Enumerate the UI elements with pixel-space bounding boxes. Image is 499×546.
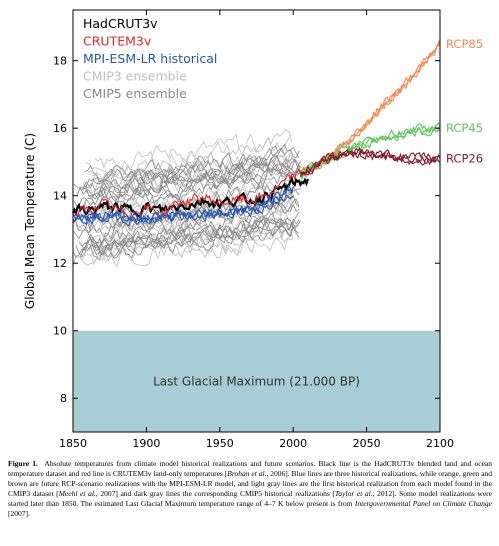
y-tick-label: 10 — [53, 325, 67, 338]
legend-entry: HadCRUT3v — [83, 16, 158, 31]
caption-text-1: Absolute temperatures from climate model… — [8, 459, 493, 478]
lgm-band-label: Last Glacial Maximum (21.000 BP) — [153, 374, 360, 388]
temperature-chart: Last Glacial Maximum (21.000 BP) RCP85 RCP… — [23, 9, 483, 450]
legend-entry: CRUTEM3v — [83, 34, 152, 49]
ensemble-realization — [84, 218, 300, 256]
ensemble-realization — [94, 128, 293, 175]
series-rcp45 — [300, 121, 441, 181]
series-mpi-esm-lr-historical — [72, 184, 294, 227]
ensemble-realization — [77, 157, 301, 196]
ensemble-realization — [84, 143, 300, 183]
plot-frame — [72, 9, 441, 433]
x-tick-label: 1900 — [132, 437, 160, 450]
caption-text-2: , 2006]. Blue lines are three historical… — [8, 469, 493, 498]
rcp-label-rcp85: RCP85 — [446, 37, 483, 51]
caption-text-3: , 2007] and dark gray lines the correspo… — [95, 489, 335, 498]
series-line — [299, 150, 441, 178]
caption-cite-brohan: Brohan et al. — [227, 469, 267, 478]
series-line — [72, 167, 309, 221]
series-line — [300, 146, 441, 177]
x-tick-label: 2000 — [279, 437, 307, 450]
series-line — [72, 186, 294, 226]
ensemble-realization — [89, 209, 292, 251]
series-line — [300, 41, 441, 178]
caption-cite-ipcc: Intergovernmental Panel on Climate Chang… — [354, 499, 492, 508]
rcp-label-rcp45: RCP45 — [446, 121, 483, 135]
caption-cite-meehl: Meehl et al. — [58, 489, 96, 498]
caption-cite-taylor: Taylor et al. — [334, 489, 373, 498]
ensemble-realization — [83, 163, 301, 202]
ensemble-realization — [77, 155, 301, 202]
legend-entry: MPI-ESM-LR historical — [83, 51, 217, 66]
lgm-band — [73, 330, 440, 432]
series-rcp26 — [299, 146, 441, 178]
ensemble-realization — [81, 218, 300, 258]
legend-entry: CMIP5 ensemble — [83, 86, 187, 101]
ensemble-realization — [78, 202, 300, 251]
caption-text-5: [2007]. — [8, 509, 30, 518]
ensemble-realization — [100, 160, 293, 192]
y-tick-label: 8 — [60, 392, 67, 405]
y-tick-label: 14 — [53, 190, 67, 203]
ensemble-realization — [75, 166, 300, 211]
ensemble-lines — [72, 128, 301, 268]
y-tick-label: 18 — [53, 55, 67, 68]
x-tick-label: 2100 — [426, 437, 454, 450]
series-line — [300, 123, 441, 175]
ensemble-realization — [74, 169, 301, 211]
ensemble-realization — [89, 155, 293, 194]
x-tick-label: 1850 — [59, 437, 87, 450]
ensemble-realization — [83, 154, 301, 194]
series-line — [72, 184, 294, 225]
ensemble-realization — [72, 225, 300, 261]
ensemble-realization — [72, 198, 300, 244]
x-tick-label: 1950 — [206, 437, 234, 450]
caption-text-4: , 2012]. Some model realizations were st… — [8, 489, 492, 508]
rcp-label-rcp26: RCP26 — [446, 152, 483, 166]
y-tick-label: 12 — [53, 257, 67, 270]
series-crutem3v — [72, 167, 309, 221]
y-tick-label: 16 — [53, 122, 67, 135]
series-line — [299, 40, 441, 175]
ensemble-realization — [72, 146, 300, 191]
series-line — [300, 147, 441, 175]
ensemble-realization — [81, 212, 300, 254]
legend-entry: CMIP3 ensemble — [83, 69, 187, 84]
y-axis-label: Global Mean Temperature (C) — [23, 133, 37, 309]
caption-fig-label: Figure 1. — [8, 459, 38, 468]
x-tick-label: 2050 — [353, 437, 381, 450]
series-line — [300, 121, 441, 178]
figure-caption: Figure 1. Absolute temperatures from cli… — [8, 459, 492, 519]
